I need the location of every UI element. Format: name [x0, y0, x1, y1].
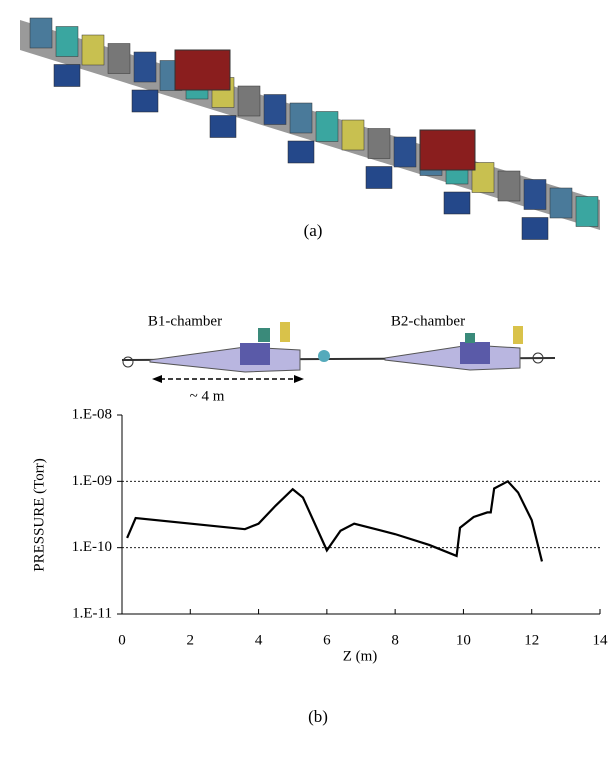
component: [367, 128, 391, 159]
component: [107, 43, 131, 74]
component: [237, 85, 261, 117]
component: [55, 26, 79, 57]
pump: [258, 328, 270, 342]
y-tick-label: 1.E-09: [72, 473, 112, 489]
dipole: [174, 49, 231, 91]
panel-label: (b): [308, 707, 328, 726]
magnet: [240, 343, 270, 365]
stand: [209, 115, 237, 138]
stand: [443, 191, 471, 215]
component: [523, 179, 547, 210]
stand: [131, 89, 159, 113]
beamline-illustration: [20, 17, 600, 240]
gauge: [513, 326, 523, 344]
pump: [465, 333, 475, 343]
component: [29, 17, 53, 49]
x-tick-label: 14: [593, 632, 608, 648]
b1-chamber: [149, 346, 301, 373]
x-axis-label: Z (m): [343, 648, 378, 664]
component: [315, 111, 339, 142]
x-tick-label: 0: [118, 632, 126, 648]
y-tick-label: 1.E-08: [72, 406, 112, 422]
pressure-line: [126, 479, 544, 562]
chamber-label: B1-chamber: [148, 313, 222, 329]
stand: [53, 64, 81, 87]
x-tick-label: 6: [323, 632, 331, 648]
component: [471, 162, 495, 193]
chamber-label: B2-chamber: [391, 313, 465, 329]
component: [289, 102, 313, 134]
component: [341, 119, 365, 151]
dipole: [419, 129, 476, 171]
magnet: [460, 342, 490, 364]
valve: [122, 356, 134, 368]
b2-chamber: [384, 344, 521, 371]
x-tick-label: 12: [524, 632, 539, 648]
y-axis-label: PRESSURE (Torr): [31, 458, 47, 572]
y-tick-label: 1.E-10: [72, 539, 112, 555]
chamber-schematic: [121, 322, 556, 373]
component: [497, 170, 521, 202]
stand: [365, 166, 393, 189]
component: [393, 136, 417, 168]
x-tick-label: 10: [456, 632, 471, 648]
panel-label: (a): [304, 221, 323, 240]
arrowhead: [152, 375, 162, 383]
component: [81, 34, 105, 66]
flange: [318, 350, 330, 362]
x-tick-label: 4: [255, 632, 263, 648]
y-tick-label: 1.E-11: [72, 605, 112, 621]
valve: [532, 352, 544, 364]
scale-label: ~ 4 m: [190, 388, 225, 404]
stand: [287, 140, 315, 164]
component: [133, 51, 157, 83]
component: [263, 94, 287, 125]
gauge: [280, 322, 290, 342]
arrowhead: [294, 375, 304, 383]
x-tick-label: 2: [187, 632, 195, 648]
component: [549, 187, 573, 219]
stand: [521, 217, 549, 240]
x-tick-label: 8: [391, 632, 399, 648]
component: [575, 196, 599, 227]
